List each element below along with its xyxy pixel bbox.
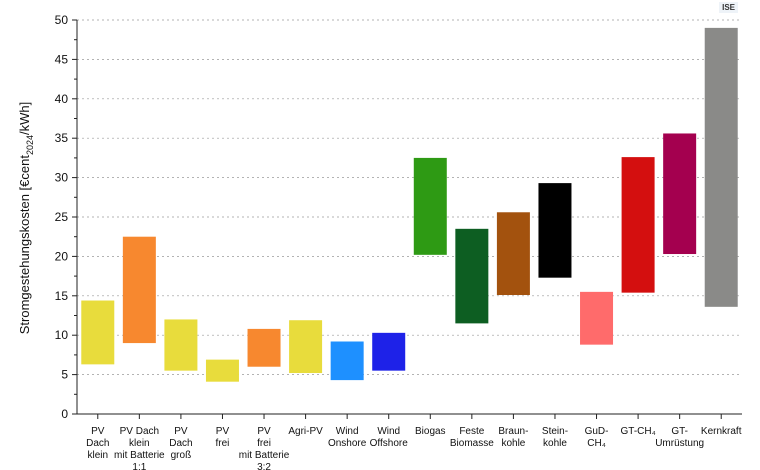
axes: 0 5 10 15 20 25 30 35 40 45 50 xyxy=(55,13,742,421)
x-tick-label: PV xyxy=(91,426,105,437)
x-tick-label: groß xyxy=(171,450,192,461)
range-bar xyxy=(330,341,364,381)
range-bar xyxy=(455,228,489,324)
x-tick-label: PV xyxy=(174,426,188,437)
y-tick-label: 50 xyxy=(55,13,69,27)
x-tick-label: Agri-PV xyxy=(288,426,323,437)
x-tick-label: Dach xyxy=(169,438,192,449)
x-tick-label: Biomasse xyxy=(450,438,494,449)
range-bar xyxy=(289,320,323,374)
range-bar xyxy=(538,183,572,278)
y-tick-label: 45 xyxy=(55,52,69,66)
x-tick-label: Wind xyxy=(377,426,400,437)
y-tick-label: 20 xyxy=(55,249,69,263)
y-tick-label: 40 xyxy=(55,92,69,106)
range-bar xyxy=(81,300,115,365)
range-bar xyxy=(580,291,614,345)
x-tick-label: Offshore xyxy=(370,438,409,449)
x-tick-label: frei xyxy=(257,438,271,449)
y-tick-label: 0 xyxy=(61,407,68,421)
x-tick-label: Kernkraft xyxy=(701,426,742,437)
x-tick-label: Wind xyxy=(336,426,359,437)
x-tick-label: Dach xyxy=(86,438,109,449)
x-tick-label: Braun- xyxy=(498,426,528,437)
x-tick-label: kohle xyxy=(501,438,525,449)
y-tick-label: 5 xyxy=(61,368,68,382)
y-tick-label: 35 xyxy=(55,131,69,145)
y-tick-label: 30 xyxy=(55,171,69,185)
x-tick-label: GT-CH₄ xyxy=(620,426,655,437)
x-tick-label: PV xyxy=(257,426,271,437)
x-tick-label: klein xyxy=(129,438,150,449)
range-bar xyxy=(372,332,406,371)
x-tick-label: mit Batterie xyxy=(114,450,165,461)
range-bar xyxy=(205,359,239,382)
x-tick-label: Feste xyxy=(459,426,484,437)
y-tick-label: 15 xyxy=(55,289,69,303)
range-bar xyxy=(704,27,738,307)
x-tick-label: PV xyxy=(216,426,230,437)
x-tick-label: Umrüstung xyxy=(655,438,704,449)
x-tick-label: klein xyxy=(87,450,108,461)
x-tick-label: GuD- xyxy=(585,426,609,437)
range-bar xyxy=(663,133,697,255)
x-tick-label: 1:1 xyxy=(132,462,146,470)
range-bar xyxy=(621,157,655,293)
x-tick-label: Stein- xyxy=(542,426,568,437)
y-tick-label: 25 xyxy=(55,210,69,224)
range-bar xyxy=(496,212,530,296)
range-bar xyxy=(413,157,447,255)
x-tick-label: GT- xyxy=(671,426,688,437)
range-bar xyxy=(122,236,156,344)
ise-logo: ISE xyxy=(719,2,738,13)
x-tick-label: mit Batterie xyxy=(239,450,290,461)
x-tick-label: 3:2 xyxy=(257,462,271,470)
x-tick-label: CH₄ xyxy=(587,438,606,449)
bars xyxy=(81,27,738,382)
x-tick-label: PV Dach xyxy=(120,426,159,437)
x-tick-label: kohle xyxy=(543,438,567,449)
range-bar xyxy=(164,319,198,371)
y-tick-label: 10 xyxy=(55,328,69,342)
x-tick-label: Onshore xyxy=(328,438,367,449)
x-tick-label: Biogas xyxy=(415,426,446,437)
range-bar xyxy=(247,328,281,367)
x-tick-label: frei xyxy=(216,438,230,449)
